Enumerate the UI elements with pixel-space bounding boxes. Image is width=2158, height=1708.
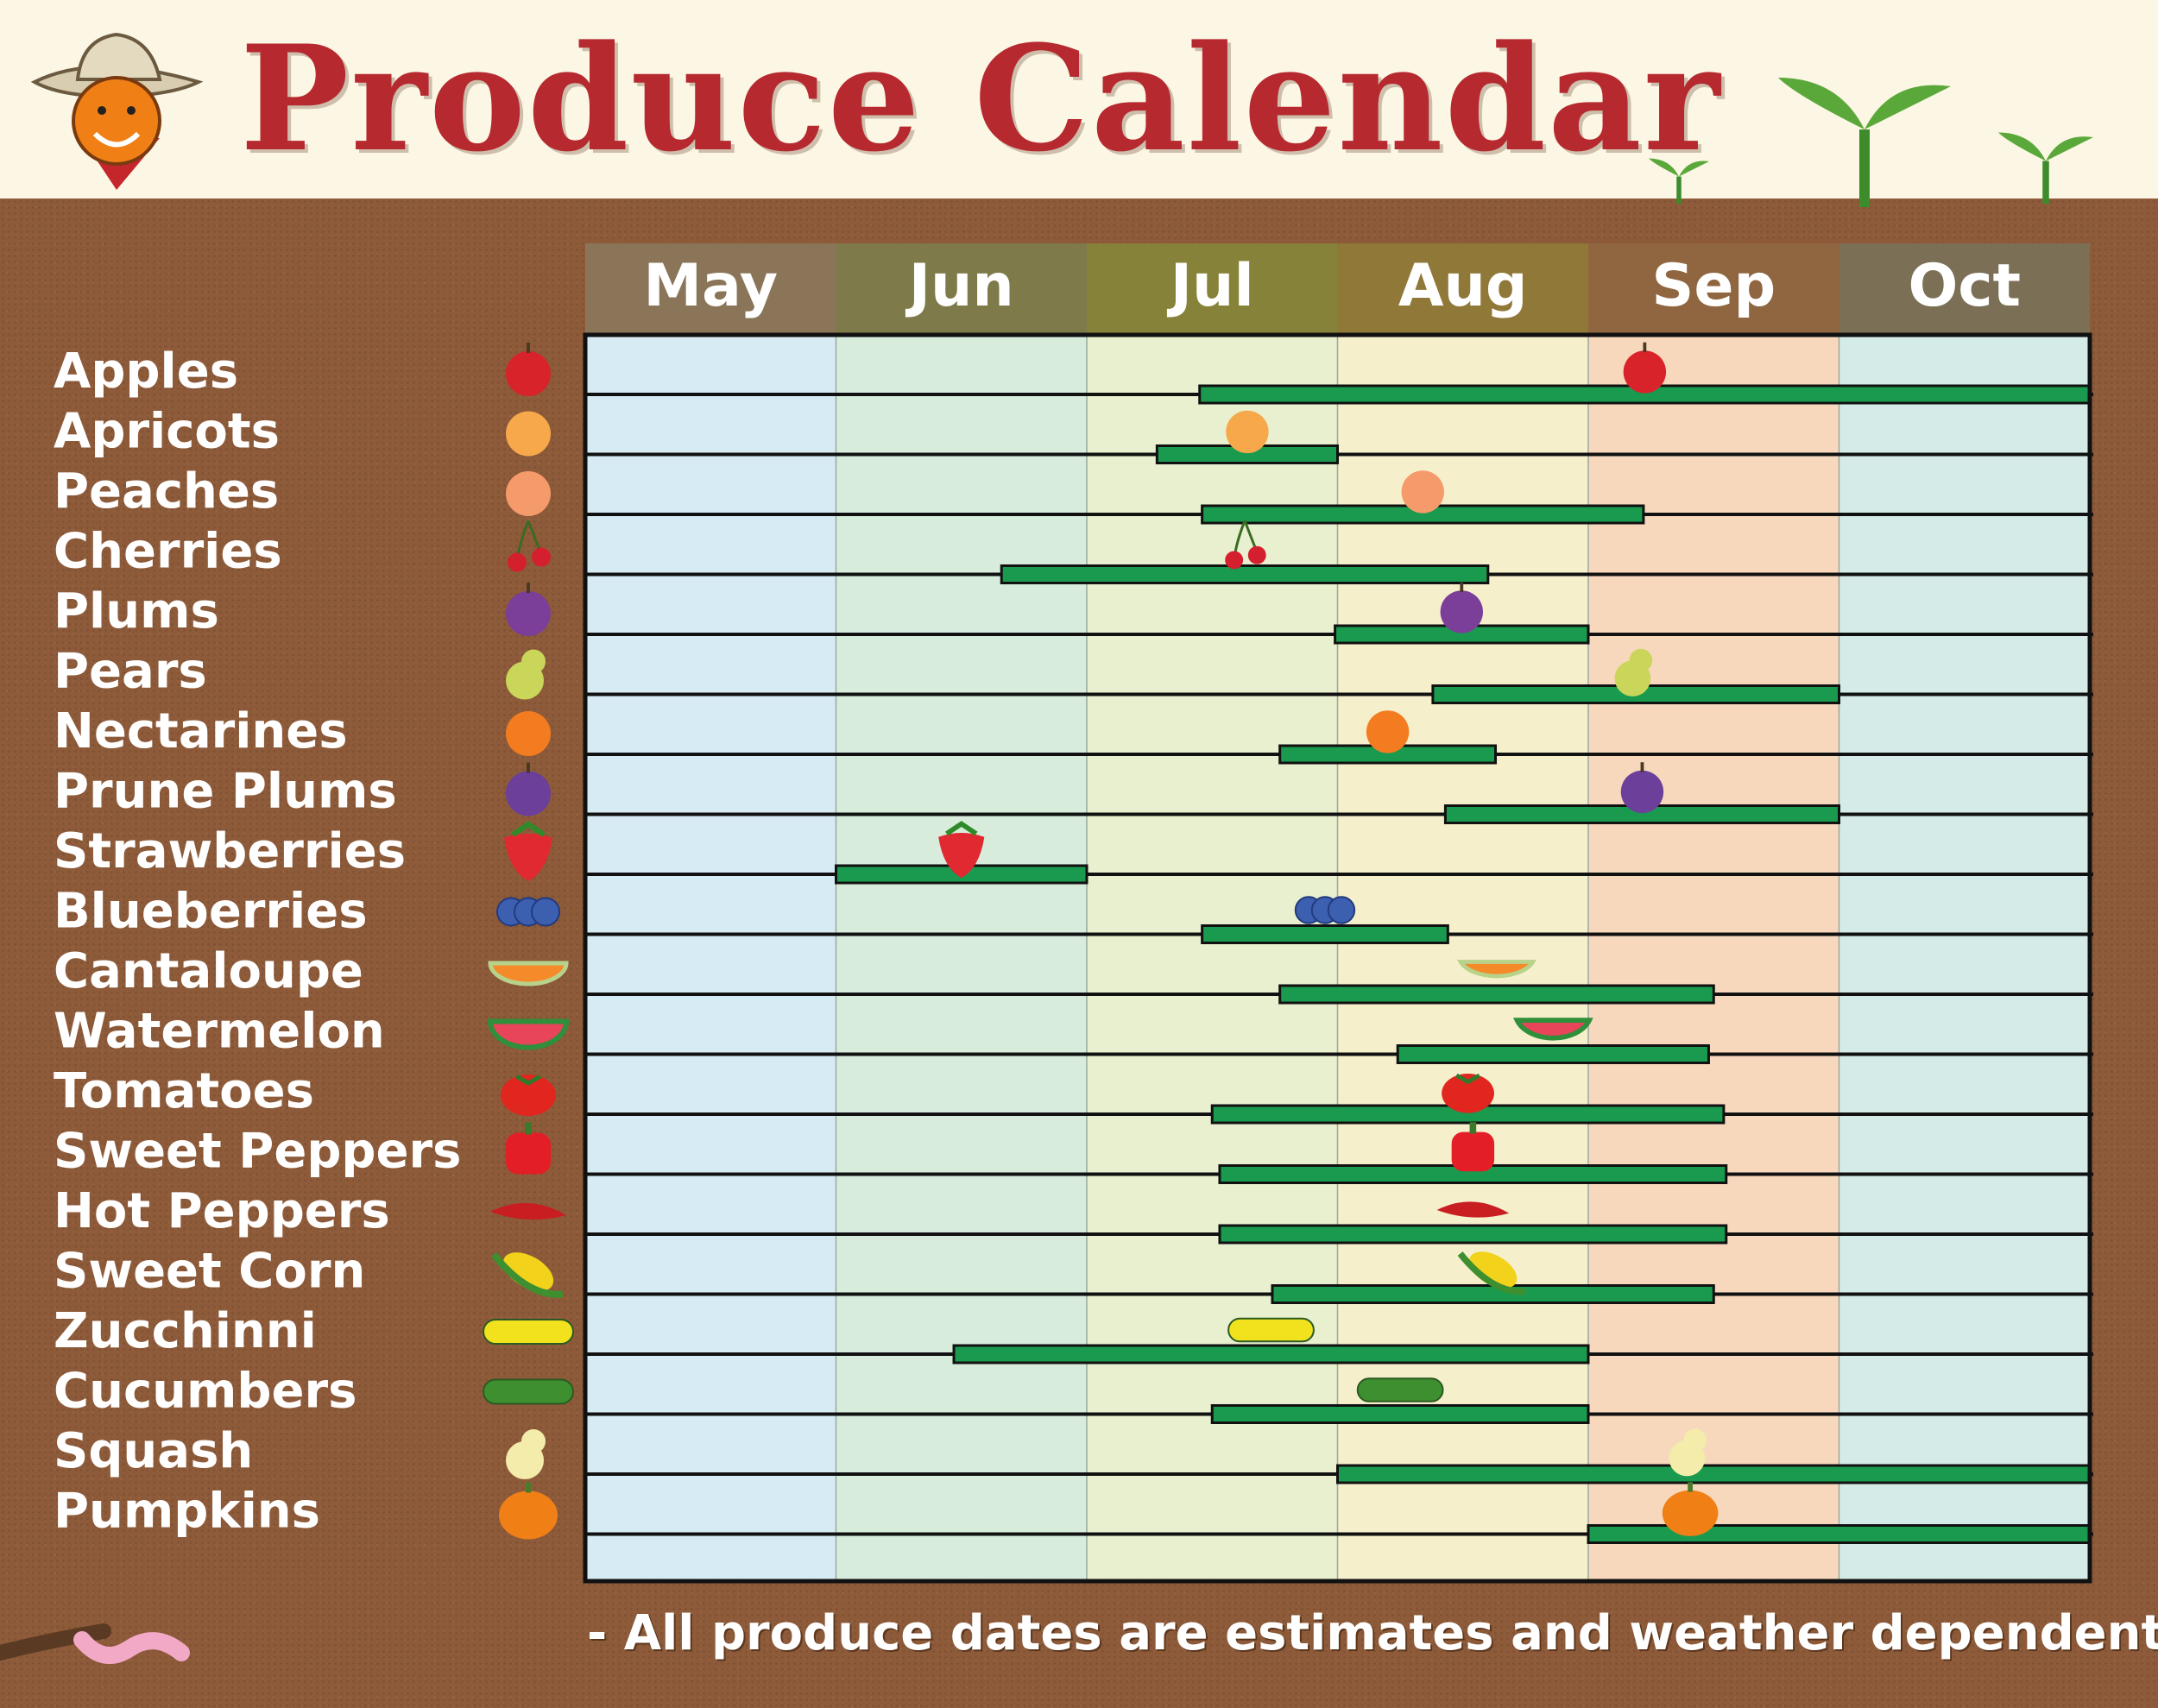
watermelon-icon [1512,1018,1593,1041]
row-label-pumpkins: Pumpkins [54,1484,320,1540]
month-header-aug [1337,243,1588,335]
season-bar-sweet-corn [1271,1284,1715,1304]
cherry-icon [1225,520,1266,570]
month-label-sep: Sep [1651,252,1776,320]
sprouts-icon [1649,78,2093,207]
row-label-pears: Pears [54,644,207,700]
pumpkin-icon [1662,1482,1719,1536]
blueberry-icon [1294,896,1356,924]
season-bar-cherries [1000,564,1490,584]
hot-pepper-icon [490,1202,566,1220]
month-label-may: May [643,252,778,320]
chart-frame [583,332,2092,1584]
row-label-cherries: Cherries [54,524,282,580]
month-column-sep [1588,335,1839,1581]
row-label-strawberries: Strawberries [54,823,406,879]
month-label-jun: Jun [905,252,1014,320]
pear-icon [1614,648,1653,696]
month-column-jun [836,335,1087,1581]
nectarine-icon [1366,710,1410,753]
pumpkin-icon [499,1482,558,1540]
month-column-aug [1337,335,1588,1581]
row-label-watermelon: Watermelon [54,1004,385,1060]
watermelon-icon [487,1018,570,1050]
apple-icon [1623,342,1667,394]
season-bar-zucchinni [952,1344,1590,1365]
row-label-plums: Plums [54,583,219,640]
sweet-pepper-icon [1451,1122,1495,1172]
page-title: Produce Calendar [240,13,1722,184]
month-header-jun [836,243,1087,335]
season-bar-squash [1336,1464,2092,1484]
apricot-icon [506,411,551,457]
row-label-cucumbers: Cucumbers [54,1364,357,1420]
worm-icon [0,1623,190,1664]
zucchini-icon [1227,1317,1315,1343]
month-column-jul [1087,335,1338,1581]
season-bar-cantaloupe [1278,984,1715,1005]
month-label-oct: Oct [1908,252,2021,320]
row-label-tomatoes: Tomatoes [54,1063,314,1119]
nectarine-icon [506,711,551,756]
apricot-icon [1226,410,1269,454]
row-label-zucchinni: Zucchinni [54,1303,317,1359]
row-label-apples: Apples [54,343,238,400]
plum-icon [1440,582,1483,633]
plum-icon [506,583,551,636]
pear-icon [506,649,546,700]
strawberry-icon [504,821,552,881]
month-column-may [585,335,836,1581]
cucumber-icon [483,1378,574,1405]
cucumber-icon [1356,1377,1444,1402]
prune-plum-icon [506,762,551,816]
tomato-icon [501,1074,556,1116]
squash-icon [506,1429,546,1479]
prune-plum-icon [1620,762,1664,814]
season-bar-cucumbers [1210,1404,1590,1424]
row-label-sweet-peppers: Sweet Peppers [54,1124,461,1180]
peach-icon [1401,470,1444,514]
zucchini-icon [483,1319,574,1345]
row-label-blueberries: Blueberries [54,884,368,940]
row-label-hot-peppers: Hot Peppers [54,1183,390,1239]
sweet-corn-icon [1457,1251,1526,1295]
row-label-nectarines: Nectarines [54,703,348,759]
season-bar-pumpkins [1587,1524,2092,1544]
row-label-prune-plums: Prune Plums [54,764,397,820]
sky-background [0,0,2158,216]
row-label-peaches: Peaches [54,463,279,520]
season-bar-blueberries [1201,924,1449,944]
row-label-sweet-corn: Sweet Corn [54,1244,365,1300]
month-header-may [585,243,836,335]
month-header-sep [1588,243,1839,335]
season-bar-hot-peppers [1218,1224,1728,1245]
season-bar-watermelon [1396,1044,1710,1064]
row-label-cantaloupe: Cantaloupe [54,943,363,999]
cherry-icon [508,520,551,572]
sweet-corn-icon [490,1252,564,1298]
month-column-oct [1839,335,2090,1581]
squash-icon [1669,1428,1707,1477]
row-label-apricots: Apricots [54,404,280,460]
month-header-jul [1087,243,1338,335]
farmer-mascot-icon [30,32,204,190]
row-label-squash: Squash [54,1423,253,1479]
cantaloupe-icon [1456,960,1536,979]
apple-icon [506,343,551,396]
peach-icon [506,471,551,516]
blueberry-icon [496,897,560,927]
tomato-icon [1442,1073,1494,1113]
hot-pepper-icon [1436,1201,1510,1218]
strawberry-icon [938,821,985,879]
month-header-oct [1839,243,2090,335]
sweet-pepper-icon [506,1122,551,1175]
footnote: - All produce dates are estimates and we… [587,1605,2158,1661]
month-label-jul: Jul [1167,252,1254,320]
month-label-aug: Aug [1398,252,1528,320]
cantaloupe-icon [488,961,569,986]
